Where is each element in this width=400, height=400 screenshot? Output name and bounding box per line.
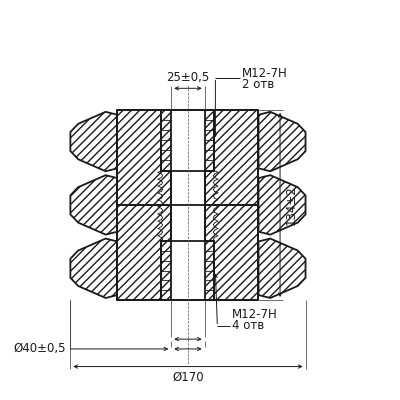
- Text: M12-7H: M12-7H: [232, 308, 278, 322]
- Polygon shape: [70, 112, 118, 171]
- Text: M12-7H: M12-7H: [242, 68, 288, 80]
- Polygon shape: [162, 241, 171, 300]
- Polygon shape: [258, 175, 306, 235]
- Polygon shape: [258, 112, 306, 171]
- Polygon shape: [205, 241, 214, 300]
- Polygon shape: [258, 238, 306, 298]
- Polygon shape: [70, 175, 118, 235]
- Polygon shape: [205, 205, 258, 300]
- Text: Ø40±0,5: Ø40±0,5: [13, 342, 66, 356]
- Text: 4 отв: 4 отв: [232, 319, 264, 332]
- Polygon shape: [70, 238, 118, 298]
- Polygon shape: [118, 110, 171, 205]
- Polygon shape: [118, 205, 171, 300]
- Text: 134±2: 134±2: [285, 185, 298, 225]
- Polygon shape: [205, 110, 258, 205]
- Text: 25±0,5: 25±0,5: [166, 71, 210, 84]
- Text: 2 отв: 2 отв: [242, 78, 274, 91]
- Polygon shape: [162, 110, 171, 171]
- Polygon shape: [205, 110, 214, 171]
- Text: Ø170: Ø170: [172, 370, 204, 384]
